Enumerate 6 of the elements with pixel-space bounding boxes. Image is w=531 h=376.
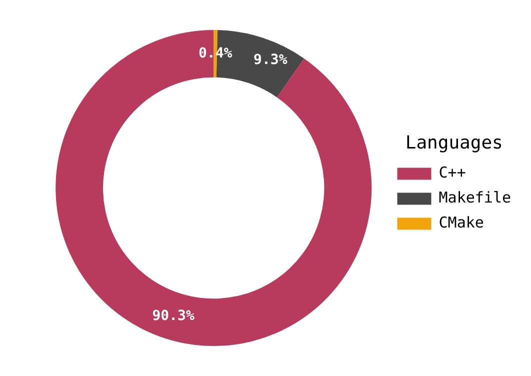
data-label: 90.3%: [152, 308, 195, 324]
legend-label: C++: [438, 164, 466, 182]
data-label: 9.3%: [254, 52, 288, 68]
legend-label: Makefile: [438, 188, 512, 207]
legend-title: Languages: [405, 132, 503, 154]
legend-label: CMake: [438, 214, 484, 232]
